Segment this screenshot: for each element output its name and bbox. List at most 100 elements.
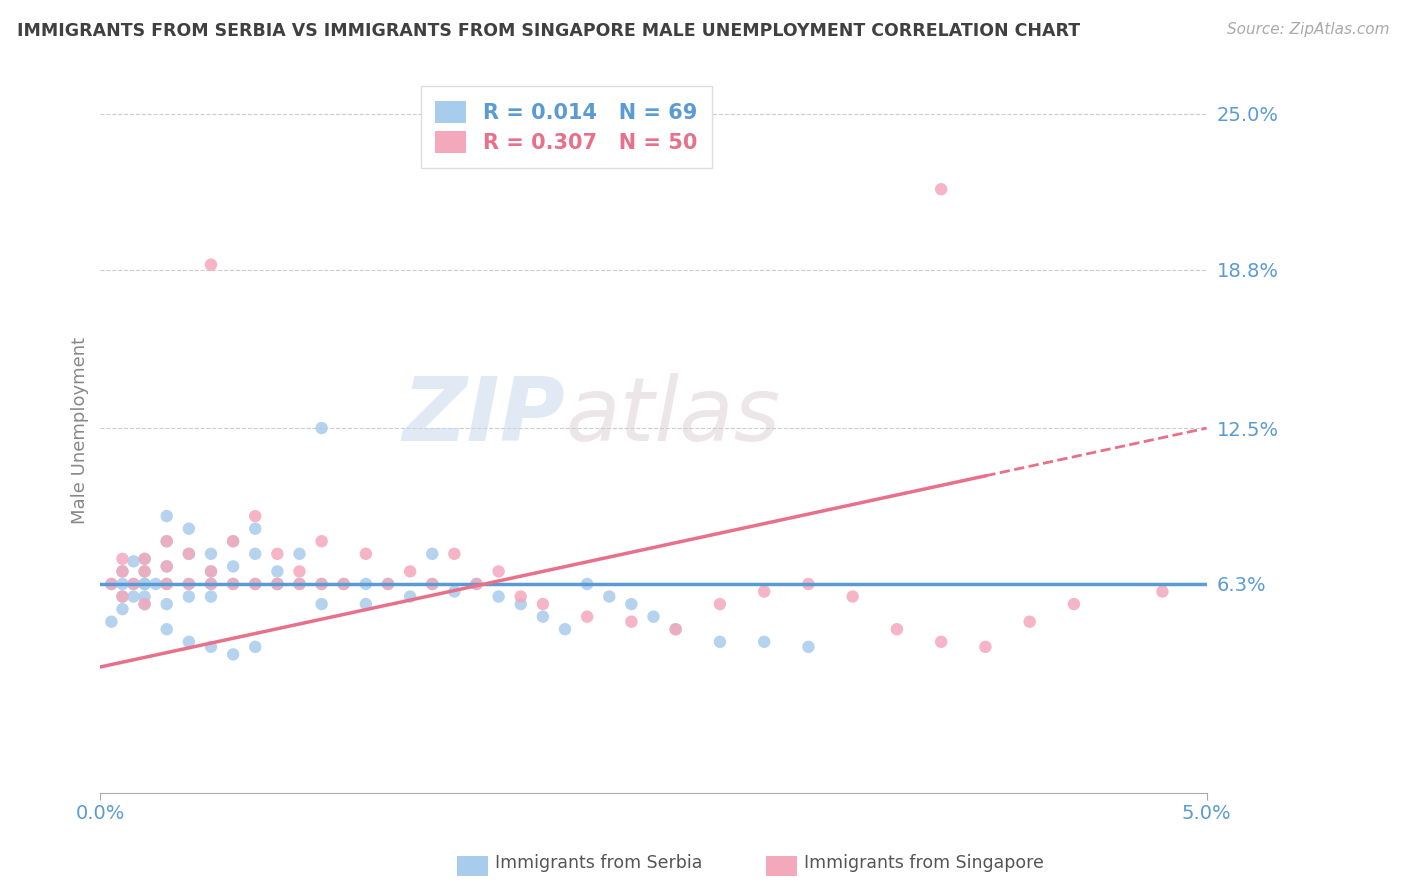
Point: [420, 577, 443, 591]
Point: [100, 577, 122, 591]
Text: Source: ZipAtlas.com: Source: ZipAtlas.com: [1226, 22, 1389, 37]
Point: [111, 602, 134, 616]
Point: [288, 565, 311, 579]
Point: [311, 597, 333, 611]
Point: [200, 577, 222, 591]
Point: [245, 547, 267, 561]
Point: [665, 622, 688, 636]
Point: [156, 509, 179, 524]
Point: [354, 577, 377, 591]
Point: [311, 421, 333, 435]
Point: [332, 577, 354, 591]
Legend: R = 0.014   N = 69, R = 0.307   N = 50: R = 0.014 N = 69, R = 0.307 N = 50: [420, 87, 711, 168]
Point: [354, 547, 377, 561]
Point: [222, 577, 245, 591]
Point: [245, 640, 267, 654]
Point: [288, 577, 311, 591]
Point: [531, 609, 554, 624]
Point: [886, 622, 908, 636]
Point: [332, 577, 354, 591]
Point: [200, 590, 222, 604]
Point: [111, 565, 134, 579]
Point: [465, 577, 488, 591]
Point: [245, 577, 267, 591]
Point: [134, 551, 156, 566]
Point: [709, 597, 731, 611]
Point: [288, 547, 311, 561]
Point: [311, 577, 333, 591]
Point: [156, 534, 179, 549]
Point: [1152, 584, 1174, 599]
Point: [111, 565, 134, 579]
Point: [266, 547, 288, 561]
Point: [266, 565, 288, 579]
Point: [509, 590, 531, 604]
Point: [531, 597, 554, 611]
Point: [134, 565, 156, 579]
Point: [200, 565, 222, 579]
Point: [145, 577, 167, 591]
Point: [177, 635, 200, 649]
Text: ZIP: ZIP: [402, 373, 565, 459]
Point: [245, 509, 267, 524]
Point: [111, 577, 134, 591]
Point: [134, 551, 156, 566]
Point: [177, 522, 200, 536]
Point: [122, 590, 145, 604]
Point: [111, 590, 134, 604]
Point: [177, 577, 200, 591]
Point: [1018, 615, 1040, 629]
Point: [797, 577, 820, 591]
Point: [620, 615, 643, 629]
Point: [177, 547, 200, 561]
Point: [156, 559, 179, 574]
Point: [122, 577, 145, 591]
Point: [100, 615, 122, 629]
Point: [156, 534, 179, 549]
Point: [354, 597, 377, 611]
Point: [222, 534, 245, 549]
Point: [122, 554, 145, 568]
Point: [222, 577, 245, 591]
Point: [200, 577, 222, 591]
Point: [177, 590, 200, 604]
Point: [311, 534, 333, 549]
Text: Immigrants from Singapore: Immigrants from Singapore: [804, 855, 1045, 872]
Point: [465, 577, 488, 591]
Point: [177, 577, 200, 591]
Point: [222, 559, 245, 574]
Point: [420, 547, 443, 561]
Point: [399, 590, 422, 604]
Point: [111, 590, 134, 604]
Point: [554, 622, 576, 636]
Point: [752, 584, 775, 599]
Point: [311, 577, 333, 591]
Point: [797, 640, 820, 654]
Point: [156, 577, 179, 591]
Point: [222, 534, 245, 549]
Point: [377, 577, 399, 591]
Point: [111, 551, 134, 566]
Point: [1063, 597, 1085, 611]
Point: [156, 577, 179, 591]
Point: [929, 182, 952, 196]
Point: [929, 635, 952, 649]
Point: [620, 597, 643, 611]
Point: [752, 635, 775, 649]
Point: [266, 577, 288, 591]
Point: [200, 547, 222, 561]
Point: [598, 590, 620, 604]
Point: [122, 577, 145, 591]
Point: [288, 577, 311, 591]
Point: [245, 522, 267, 536]
Point: [665, 622, 688, 636]
Point: [709, 635, 731, 649]
Point: [266, 577, 288, 591]
Point: [177, 547, 200, 561]
Point: [488, 565, 510, 579]
Point: [420, 577, 443, 591]
Point: [488, 590, 510, 604]
Point: [643, 609, 665, 624]
Point: [443, 584, 465, 599]
Point: [974, 640, 997, 654]
